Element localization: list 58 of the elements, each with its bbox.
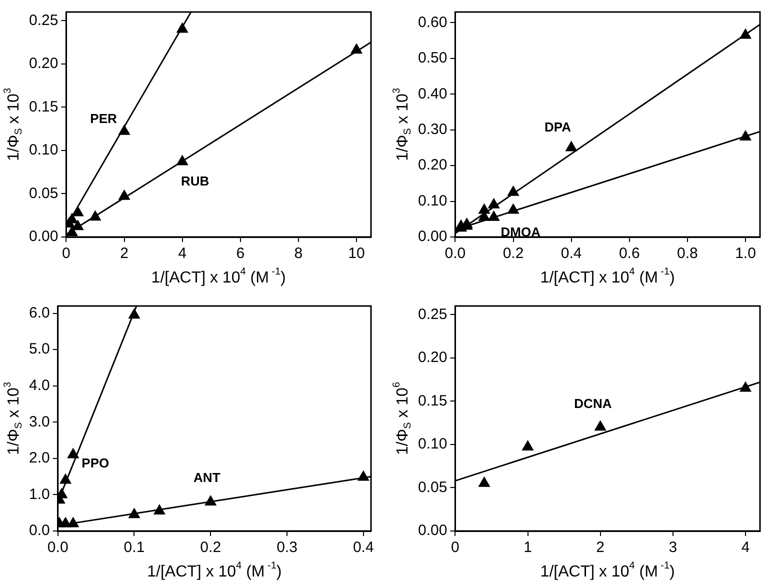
- y-tick-label: 0.15: [28, 98, 58, 116]
- x-tick-label: 4: [178, 245, 186, 262]
- y-axis-title: 1/ΦS x 106: [391, 382, 414, 456]
- y-tick-label: 0.00: [418, 522, 448, 540]
- series-label: DPA: [544, 119, 572, 134]
- series-label: ANT: [194, 470, 220, 485]
- y-tick-label: 0.20: [418, 349, 448, 366]
- x-tick-label: 0.2: [200, 539, 222, 556]
- x-tick-label: 0.4: [352, 539, 374, 556]
- y-tick-label: 0.10: [418, 192, 448, 210]
- y-tick-label: 2.0: [28, 450, 50, 467]
- y-tick-label: 0.50: [418, 50, 448, 67]
- x-tick-label: 0.8: [677, 245, 698, 262]
- y-tick-label: 1.0: [28, 486, 50, 503]
- x-tick-label: 3: [668, 539, 678, 556]
- y-tick-label: 0.25: [28, 12, 58, 29]
- y-tick-label: 0.0: [28, 522, 50, 540]
- x-tick-label: 1: [524, 539, 532, 556]
- x-tick-label: 10: [348, 245, 365, 262]
- series-label: RUB: [181, 174, 210, 189]
- x-tick-label: 0: [62, 245, 70, 262]
- x-tick-label: 2: [120, 245, 128, 262]
- x-tick-label: 1.0: [735, 245, 756, 262]
- y-tick-label: 0.00: [418, 228, 448, 246]
- y-tick-label: 0.10: [418, 436, 448, 453]
- series-label: DCNA: [574, 396, 612, 411]
- x-tick-label: 0.4: [560, 245, 582, 262]
- x-tick-label: 0.1: [124, 539, 145, 556]
- y-tick-label: 3.0: [28, 413, 50, 430]
- y-axis-title: 1/ΦS x 103: [2, 88, 25, 162]
- y-tick-label: 0.20: [418, 156, 448, 174]
- series-label: PPO: [82, 455, 110, 470]
- x-tick-label: 0.6: [618, 245, 640, 262]
- y-tick-label: 0.30: [418, 121, 448, 138]
- x-tick-label: 0.2: [502, 245, 524, 262]
- y-tick-label: 6.0: [28, 304, 50, 322]
- y-axis-title: 1/ΦS x 103: [391, 88, 414, 162]
- y-tick-label: 4.0: [28, 376, 50, 394]
- y-tick-label: 0.10: [28, 142, 58, 159]
- series-label: DMOA: [500, 224, 542, 240]
- x-tick-label: 0.3: [276, 539, 298, 556]
- y-tick-label: 0.15: [418, 392, 448, 410]
- y-axis-title: 1/ΦS x 103: [2, 382, 25, 456]
- x-tick-label: 6: [236, 245, 245, 262]
- y-tick-label: 0.25: [418, 306, 448, 323]
- series-label: PER: [90, 110, 118, 126]
- x-tick-label: 8: [294, 245, 303, 262]
- x-tick-label: 2: [596, 539, 605, 556]
- x-tick-label: 0.0: [444, 245, 466, 262]
- y-tick-label: 0.00: [28, 228, 58, 246]
- y-tick-label: 0.40: [418, 85, 448, 102]
- x-tick-label: 4: [741, 539, 750, 556]
- x-tick-label: 0: [451, 539, 460, 556]
- y-tick-label: 5.0: [28, 340, 50, 358]
- y-tick-label: 0.05: [418, 478, 448, 496]
- y-tick-label: 0.20: [28, 55, 58, 72]
- y-tick-label: 0.05: [28, 184, 58, 202]
- y-tick-label: 0.60: [418, 14, 448, 31]
